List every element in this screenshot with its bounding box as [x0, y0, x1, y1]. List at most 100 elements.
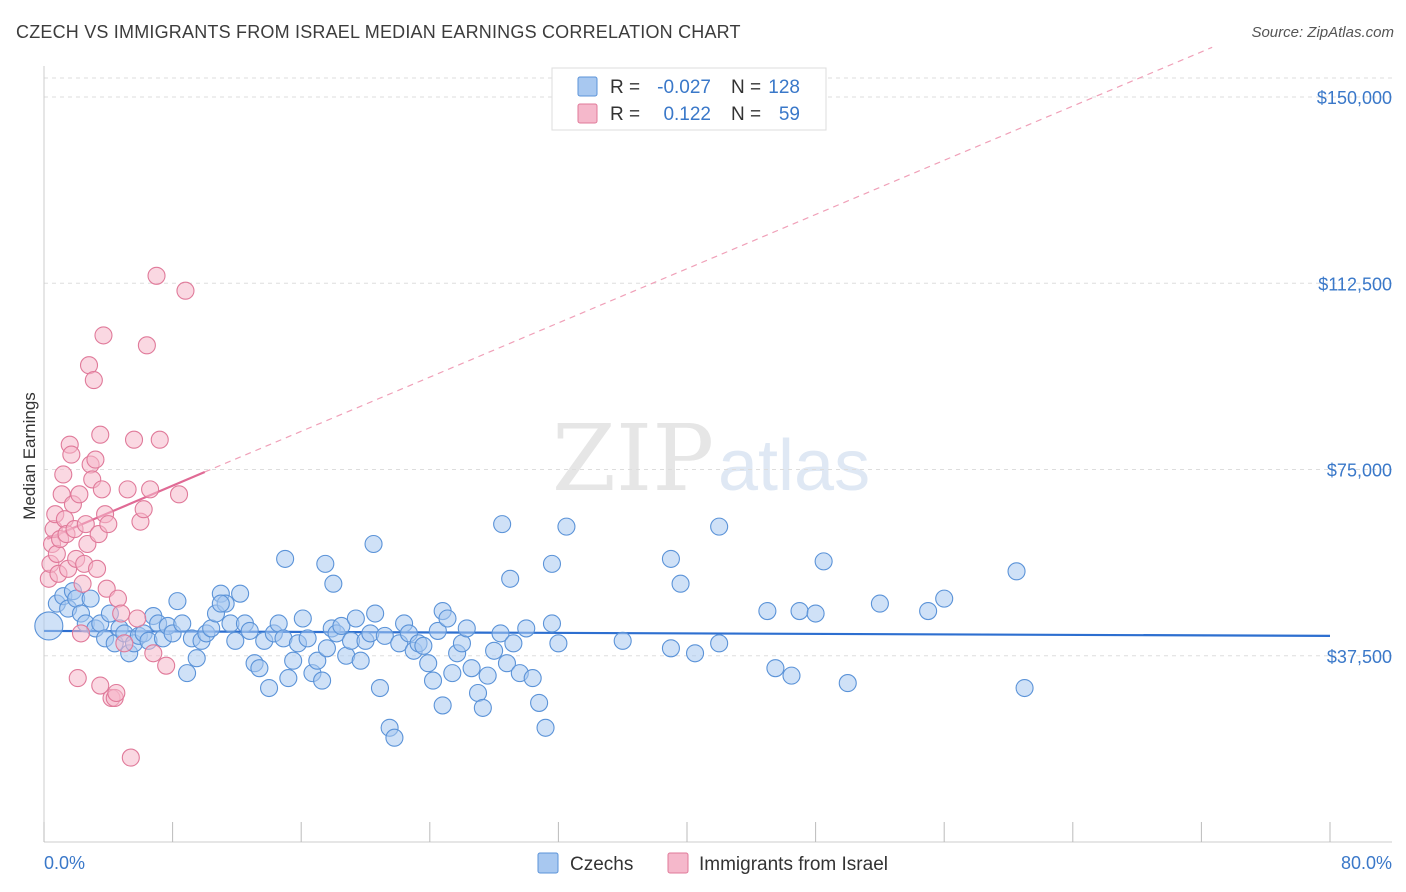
point-czechs [443, 664, 462, 683]
point-czechs [536, 718, 555, 737]
point-czechs [414, 636, 433, 655]
point-israel [84, 371, 103, 390]
point-czechs [308, 651, 327, 670]
point-israel [176, 281, 195, 300]
bottom-legend-swatch-czechs [537, 852, 559, 874]
legend-n-label-israel: N = [731, 104, 761, 125]
point-czechs [542, 554, 562, 573]
point-czechs [211, 594, 230, 613]
point-czechs [685, 644, 705, 663]
point-czechs [438, 609, 457, 628]
point-israel [73, 574, 92, 593]
point-czechs [517, 619, 536, 638]
point-czechs [81, 589, 100, 608]
point-czechs [814, 552, 833, 571]
y-tick-labels: $37,500 $75,000 $112,500 $150,000 [1317, 88, 1392, 667]
point-czechs [462, 659, 481, 678]
point-czechs [1015, 678, 1034, 698]
point-czechs [178, 664, 197, 683]
point-czechs [504, 634, 523, 653]
legend-n-value-czechs: 128 [768, 77, 800, 98]
point-czechs [1007, 562, 1026, 581]
point-czechs [346, 609, 365, 628]
point-czechs [473, 698, 492, 717]
point-czechs [366, 604, 385, 623]
point-israel [62, 445, 81, 464]
trend-lines [43, 46, 1331, 637]
point-czechs [316, 554, 335, 573]
point-israel [147, 266, 166, 285]
point-czechs [313, 671, 332, 690]
bottom-legend-label-czechs: Czechs [570, 854, 633, 875]
legend-r-value-czechs: -0.027 [657, 77, 711, 98]
point-czechs [173, 614, 192, 633]
point-israel [118, 480, 137, 499]
point-israel [137, 336, 156, 355]
point-czechs [250, 659, 269, 678]
point-czechs [298, 629, 317, 648]
point-czechs [671, 574, 690, 593]
point-israel [99, 515, 118, 534]
point-czechs [276, 549, 295, 568]
point-czechs [838, 674, 857, 693]
point-israel [150, 430, 169, 449]
point-israel [128, 609, 147, 628]
point-czechs [661, 549, 680, 568]
point-czechs [710, 517, 729, 536]
point-czechs [226, 631, 245, 650]
point-czechs [478, 666, 497, 685]
legend-r-label-israel: R = [610, 104, 640, 125]
y-tick-label: $37,500 [1327, 647, 1392, 667]
legend-swatch-czechs [577, 76, 598, 97]
point-czechs [375, 626, 394, 645]
point-czechs [419, 654, 438, 673]
bottom-legend-swatch-israel [667, 852, 689, 874]
point-czechs [523, 669, 542, 688]
bottom-legend-label-israel: Immigrants from Israel [699, 854, 888, 875]
point-israel [76, 515, 95, 534]
point-israel [115, 634, 134, 653]
y-tick-label: $75,000 [1327, 461, 1392, 481]
point-czechs [935, 589, 954, 608]
source-label: Source: ZipAtlas.com [1251, 24, 1394, 41]
point-czechs [332, 616, 351, 636]
point-israel [107, 683, 126, 703]
point-czechs [491, 624, 510, 643]
point-czechs [370, 678, 390, 698]
watermark-atlas: atlas [718, 426, 870, 506]
point-czechs [423, 671, 443, 690]
point-czechs [766, 659, 785, 678]
point-czechs [790, 601, 809, 621]
point-czechs [187, 649, 206, 668]
point-czechs [317, 639, 336, 658]
point-israel [70, 485, 89, 504]
point-czechs [806, 604, 825, 623]
legend-r-value-israel: 0.122 [663, 104, 711, 125]
legend-n-value-israel: 59 [779, 104, 800, 125]
point-czechs [324, 574, 343, 593]
point-israel [86, 450, 105, 469]
y-tick-label: $112,500 [1318, 274, 1392, 294]
point-israel [71, 624, 91, 643]
point-israel [91, 425, 110, 444]
point-israel [94, 326, 113, 345]
point-israel [141, 480, 160, 499]
point-israel [124, 430, 144, 449]
x-tick-label-left: 0.0% [44, 853, 85, 873]
point-israel [157, 656, 176, 675]
point-czechs [549, 634, 568, 653]
point-czechs [259, 678, 279, 698]
point-czechs [919, 601, 938, 621]
data-points [34, 266, 1034, 767]
gridlines [44, 77, 1392, 657]
point-israel [134, 500, 153, 519]
legend-r-label-czechs: R = [610, 77, 640, 98]
point-czechs [613, 631, 632, 650]
point-czechs [240, 621, 259, 640]
point-czechs [758, 601, 777, 621]
point-israel [47, 544, 66, 563]
point-czechs [782, 666, 801, 685]
point-czechs [493, 515, 512, 534]
chart-title: CZECH VS IMMIGRANTS FROM ISRAEL MEDIAN E… [16, 22, 741, 42]
